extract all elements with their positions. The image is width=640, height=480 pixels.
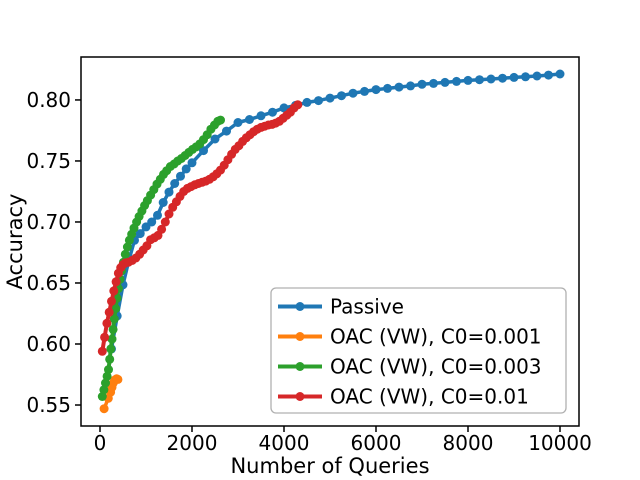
series-oac-vw-c0-0-003-line (100, 118, 223, 399)
series-passive-marker (210, 134, 220, 144)
y-tick-label: 0.65 (26, 271, 71, 295)
x-tick-label: 10000 (528, 431, 592, 455)
series-passive-marker (429, 78, 438, 88)
legend-label: OAC (VW), C0=0.001 (330, 325, 542, 349)
series-passive-marker (158, 198, 168, 207)
series-passive-marker (498, 73, 507, 83)
series-passive-marker (371, 85, 381, 95)
series-passive-marker (233, 118, 243, 127)
series-passive-marker (463, 75, 473, 85)
series-oac-vw-c0-0-01-marker (100, 332, 110, 342)
series-passive-marker (544, 70, 553, 80)
series-oac-vw-c0-0-01-marker (157, 224, 167, 234)
series-passive-marker (406, 81, 415, 91)
legend-label: Passive (330, 295, 404, 319)
series-passive-marker (170, 179, 180, 188)
series-passive-marker (452, 76, 461, 86)
series-passive-marker (222, 126, 231, 136)
series-oac-vw-c0-0-01-marker (107, 296, 116, 306)
series-passive-marker (302, 97, 312, 107)
series-oac-vw-c0-0-001-marker (99, 404, 109, 414)
series-oac-vw-c0-0-01-marker (104, 307, 114, 317)
series-oac-vw-c0-0-001-marker (113, 374, 123, 384)
legend-marker-icon (295, 332, 305, 341)
series-oac-vw-c0-0-01-marker (102, 318, 112, 328)
legend: Passive OAC (VW), C0=0.001 OAC (VW), C0=0.… (270, 287, 567, 414)
series-oac-vw-c0-0-003-marker (108, 324, 118, 334)
x-tick-label: 2000 (167, 431, 218, 455)
series-passive-marker (181, 164, 191, 174)
series-oac-vw-c0-0-003-marker (102, 371, 112, 381)
series-oac-vw-c0-0-01-marker (109, 286, 119, 296)
legend-marker-icon (295, 302, 305, 311)
series-passive-marker (521, 72, 530, 82)
series-passive-marker (176, 171, 185, 181)
series-passive-marker (199, 146, 208, 156)
series-oac-vw-c0-0-003-marker (105, 354, 115, 364)
legend-marker-icon (295, 362, 305, 371)
x-axis-label: Number of Queries (230, 454, 429, 478)
series-passive-marker (509, 72, 519, 82)
x-tick-label: 4000 (259, 431, 310, 455)
y-tick-label: 0.80 (26, 88, 71, 112)
series-passive-marker (383, 83, 392, 93)
series-passive-marker (348, 88, 358, 98)
series-passive-marker (268, 107, 277, 117)
series-passive-marker (325, 93, 335, 103)
y-tick-label: 0.60 (26, 332, 71, 356)
series-passive-marker (475, 75, 484, 85)
series-passive-marker (360, 86, 369, 96)
series-passive-marker (279, 103, 289, 113)
series-oac-vw-c0-0-01-marker (293, 100, 303, 110)
series-passive-marker (135, 229, 145, 239)
series-passive-marker (555, 69, 565, 79)
x-tick-label: 0 (94, 431, 107, 455)
series-oac-vw-c0-0-01-marker (111, 277, 121, 287)
series-passive-marker (337, 91, 346, 101)
series-passive-marker (314, 96, 323, 106)
plot-area: 0 2000 4000 6000 8000 10000 0.55 0.60 0.65 0.70 0.… (26, 56, 592, 455)
legend-label: OAC (VW), C0=0.003 (330, 355, 542, 379)
y-tick-label: 0.75 (26, 149, 71, 173)
series-passive-marker (147, 217, 157, 227)
legend-box (270, 287, 567, 414)
series-oac-vw-c0-0-003-marker (120, 249, 130, 259)
series-oac-vw-c0-0-003-marker (106, 344, 116, 354)
series-passive-marker (256, 111, 266, 121)
series-passive-marker (164, 187, 174, 197)
series-passive-marker (153, 210, 162, 220)
series-passive-marker (440, 77, 450, 87)
series-passive-marker (187, 158, 197, 168)
x-tick-label: 6000 (351, 431, 402, 455)
series-oac-vw-c0-0-01-marker (97, 346, 107, 356)
series-oac-vw-c0-0-01-marker (164, 209, 174, 219)
legend-marker-icon (295, 392, 305, 401)
y-tick-label: 0.70 (26, 210, 71, 234)
series-oac-vw-c0-0-003-marker (99, 385, 109, 395)
series-oac-vw-c0-0-003-marker (107, 334, 117, 344)
series-oac-vw-c0-0-003-marker (109, 314, 119, 324)
plot-frame (80, 56, 580, 427)
legend-label: OAC (VW), C0=0.01 (330, 385, 529, 409)
series-oac-vw-c0-0-003-marker (216, 115, 225, 125)
series-passive-marker (486, 74, 496, 84)
series-passive-marker (417, 79, 427, 89)
series-oac-vw-c0-0-003-marker (104, 365, 113, 375)
series-passive-marker (394, 82, 404, 92)
series-passive-marker (532, 71, 542, 81)
y-tick-label: 0.55 (26, 393, 71, 417)
x-tick-label: 8000 (443, 431, 494, 455)
series-passive-marker (245, 115, 254, 124)
series-oac-vw-c0-0-01-marker (160, 217, 170, 227)
y-axis-label: Accuracy (3, 194, 27, 290)
